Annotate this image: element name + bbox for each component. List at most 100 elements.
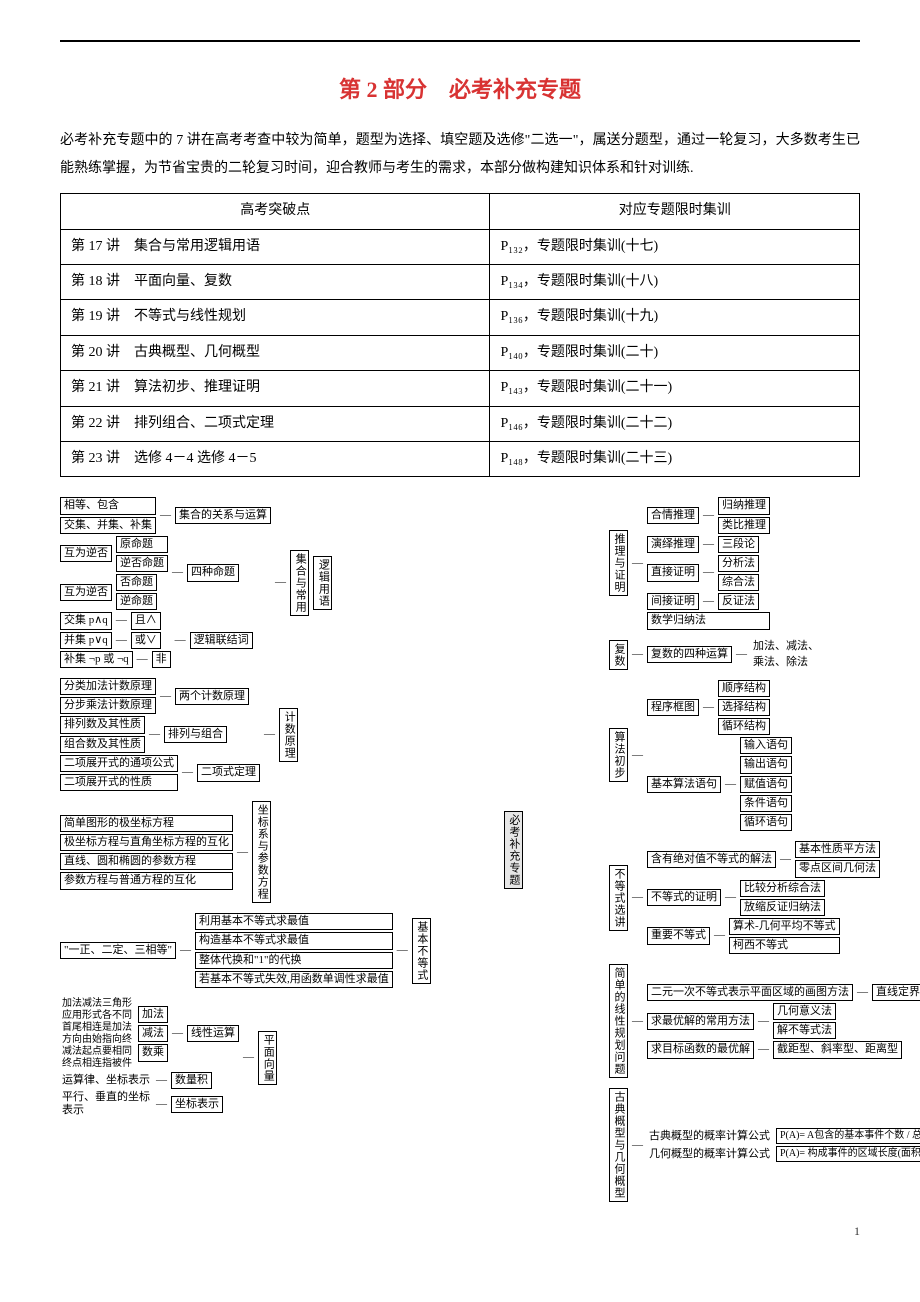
node: 古典概型与几何概型 (609, 1088, 628, 1202)
node: 计数原理 (279, 708, 298, 762)
lecture-table: 高考突破点 对应专题限时集训 第 17 讲 集合与常用逻辑用语P₁₃₂，专题限时… (60, 193, 860, 477)
node: 集合的关系与运算 (175, 507, 271, 524)
node: 求目标函数的最优解 (647, 1041, 754, 1058)
center-root: 必考补充专题 (504, 497, 589, 1202)
node: 柯西不等式 (729, 937, 840, 954)
node: 若基本不等式失效,用函数单调性求最值 (195, 971, 393, 988)
cell: P₁₄₆，专题限时集训(二十二) (490, 406, 860, 441)
node: 两个计数原理 (175, 688, 249, 705)
node: 简单的线性规划问题 (609, 964, 628, 1078)
cluster-algo: 算法初步— 程序框图—顺序结构选择结构循环结构 基本算法语句—输入语句输出语句赋… (609, 680, 920, 832)
node: 不等式选讲 (609, 865, 628, 931)
node: 交集 p∧q (60, 612, 112, 629)
mindmap-diagram: 相等、包含 交集、并集、补集 — 集合的关系与运算 互为逆否 原命题逆否命题 互… (60, 497, 860, 1202)
node: 坐标系与参数方程 (252, 801, 271, 903)
node: 算术-几何平均不等式 (729, 918, 840, 935)
node: 加法 (138, 1006, 168, 1023)
right-column: 推理与证明— 合情推理—归纳推理类比推理 演绎推理—三段论 直接证明—分析法综合… (609, 497, 920, 1202)
node: 集合与常用 (290, 550, 309, 616)
cell: 第 17 讲 集合与常用逻辑用语 (61, 229, 490, 264)
cell: 第 18 讲 平面向量、复数 (61, 264, 490, 299)
node: 截距型、斜率型、距离型 (773, 1041, 902, 1058)
center-label: 必考补充专题 (504, 811, 523, 889)
left-column: 相等、包含 交集、并集、补集 — 集合的关系与运算 互为逆否 原命题逆否命题 互… (60, 497, 484, 1202)
node: 数学归纳法 (647, 612, 770, 629)
node: P(A)= A包含的基本事件个数 / 总的基本事件个数 (776, 1128, 920, 1144)
cell: 第 23 讲 选修 4－4 选修 4－5 (61, 441, 490, 476)
node: 合情推理 (647, 507, 699, 524)
th-left: 高考突破点 (61, 194, 490, 229)
node: 几何意义法 (773, 1003, 836, 1020)
node: 且∧ (131, 612, 161, 629)
cluster-ineqsel: 不等式选讲— 含有绝对值不等式的解法—基本性质平方法零点区间几何法 不等式的证明… (609, 841, 920, 954)
node: 加法、减法、 (751, 640, 821, 653)
node: 或∨ (131, 632, 161, 649)
node: 相等、包含 (60, 497, 156, 514)
node: 二项展开式的通项公式 (60, 755, 178, 772)
node: 否命题 (116, 574, 157, 591)
node: 整体代换和"1"的代换 (195, 952, 393, 969)
node: 几何概型的概率计算公式 (647, 1148, 772, 1161)
node: 四种命题 (187, 564, 239, 581)
node: 乘法、除法 (751, 656, 821, 669)
node: 类比推理 (718, 517, 770, 534)
node: 复数的四种运算 (647, 646, 732, 663)
node: 利用基本不等式求最值 (195, 913, 393, 930)
node: 极坐标方程与直角坐标方程的互化 (60, 834, 233, 851)
node: 逆否命题 (116, 555, 168, 572)
node: 顺序结构 (718, 680, 770, 697)
node: 反证法 (718, 593, 759, 610)
cluster-coord: 简单图形的极坐标方程 极坐标方程与直角坐标方程的互化 直线、圆和椭圆的参数方程 … (60, 801, 484, 903)
node: 二元一次不等式表示平面区域的画图方法 (647, 984, 853, 1001)
node: 综合法 (718, 574, 759, 591)
node: 原命题 (116, 536, 168, 553)
node-note: 加法减法三角形 应用形式各不同 首尾相连是加法 方向由始指向终 减法起点要相同 … (60, 998, 134, 1070)
node: 零点区间几何法 (795, 860, 880, 877)
node: 互为逆否 (60, 545, 112, 562)
node: 分类加法计数原理 (60, 678, 156, 695)
node: 直接证明 (647, 564, 699, 581)
cluster-linprog: 简单的线性规划问题— 二元一次不等式表示平面区域的画图方法—直线定界,特殊点定域… (609, 964, 920, 1078)
cell: P₁₃₄，专题限时集训(十八) (490, 264, 860, 299)
node: 三段论 (718, 536, 759, 553)
node: 比较分析综合法 (740, 880, 825, 897)
cell: 第 22 讲 排列组合、二项式定理 (61, 406, 490, 441)
node: 交集、并集、补集 (60, 517, 156, 534)
node-note: 运算律、坐标表示 (60, 1074, 152, 1087)
node: 非 (152, 651, 171, 668)
node: 简单图形的极坐标方程 (60, 815, 233, 832)
node-note: 平行、垂直的坐标 表示 (60, 1091, 152, 1117)
cell: 第 19 讲 不等式与线性规划 (61, 300, 490, 335)
node: 选择结构 (718, 699, 770, 716)
cell: P₁₄₃，专题限时集训(二十一) (490, 371, 860, 406)
cluster-logic: 相等、包含 交集、并集、补集 — 集合的关系与运算 互为逆否 原命题逆否命题 互… (60, 497, 484, 668)
node: 分步乘法计数原理 (60, 697, 156, 714)
node: 推理与证明 (609, 530, 628, 596)
cell: 第 20 讲 古典概型、几何概型 (61, 335, 490, 370)
page-number: 1 (60, 1222, 860, 1241)
cluster-reasoning: 推理与证明— 合情推理—归纳推理类比推理 演绎推理—三段论 直接证明—分析法综合… (609, 497, 920, 629)
node: 赋值语句 (740, 776, 792, 793)
node: 输入语句 (740, 737, 792, 754)
node: 逻辑联结词 (190, 632, 253, 649)
node: 古典概型的概率计算公式 (647, 1130, 772, 1143)
cell: P₁₄₀，专题限时集训(二十) (490, 335, 860, 370)
node: 构造基本不等式求最值 (195, 932, 393, 949)
node: 平面向量 (258, 1031, 277, 1085)
node: 补集 ¬p 或 ¬q (60, 651, 133, 668)
node: 数乘 (138, 1044, 168, 1061)
node: 减法 (138, 1025, 168, 1042)
node: 坐标表示 (171, 1096, 223, 1113)
node: 归纳推理 (718, 497, 770, 514)
cluster-ineq: "一正、二定、三相等" — 利用基本不等式求最值 构造基本不等式求最值 整体代换… (60, 913, 484, 988)
node: 循环语句 (740, 814, 792, 831)
cluster-prob: 古典概型与几何概型— 古典概型的概率计算公式P(A)= A包含的基本事件个数 /… (609, 1088, 920, 1202)
node: 算法初步 (609, 728, 628, 782)
cluster-vector: 加法减法三角形 应用形式各不同 首尾相连是加法 方向由始指向终 减法起点要相同 … (60, 998, 484, 1118)
node: 二项式定理 (197, 764, 260, 781)
cluster-counting: 分类加法计数原理分步乘法计数原理—两个计数原理 排列数及其性质组合数及其性质—排… (60, 678, 484, 791)
cell: 第 21 讲 算法初步、推理证明 (61, 371, 490, 406)
node: 组合数及其性质 (60, 736, 145, 753)
node: 复数 (609, 640, 628, 670)
node: 程序框图 (647, 699, 699, 716)
